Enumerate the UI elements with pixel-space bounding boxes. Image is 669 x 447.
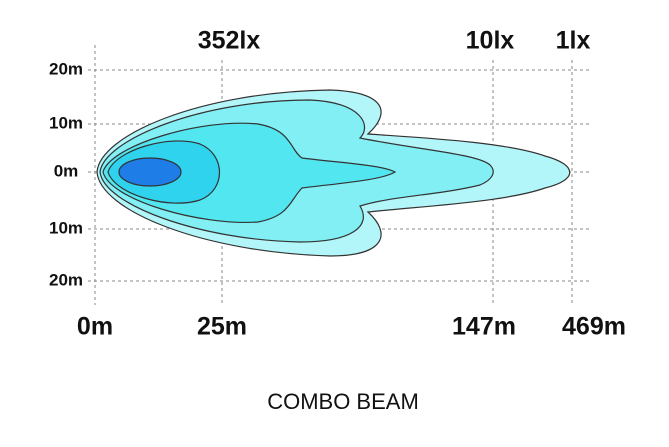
lux-label: 1lx	[556, 27, 591, 55]
distance-label: 25m	[197, 313, 247, 341]
distance-labels: 0m 25m 147m 469m	[77, 313, 626, 341]
width-label: 10m	[49, 113, 83, 132]
lux-label: 352lx	[198, 27, 261, 55]
width-label: 20m	[49, 270, 83, 289]
lux-label: 10lx	[466, 27, 515, 55]
beam-pattern	[96, 89, 571, 257]
beam-core	[118, 157, 182, 187]
distance-label: 469m	[562, 313, 626, 341]
width-label: 20m	[49, 59, 83, 78]
title: COMBO BEAM	[267, 389, 419, 414]
lux-labels: 352lx 10lx 1lx	[198, 27, 591, 55]
width-labels: 20m 10m 0m 10m 20m	[49, 59, 83, 289]
distance-label: 147m	[452, 313, 516, 341]
width-label: 0m	[54, 161, 79, 180]
width-label: 10m	[49, 218, 83, 237]
distance-label: 0m	[77, 313, 113, 341]
